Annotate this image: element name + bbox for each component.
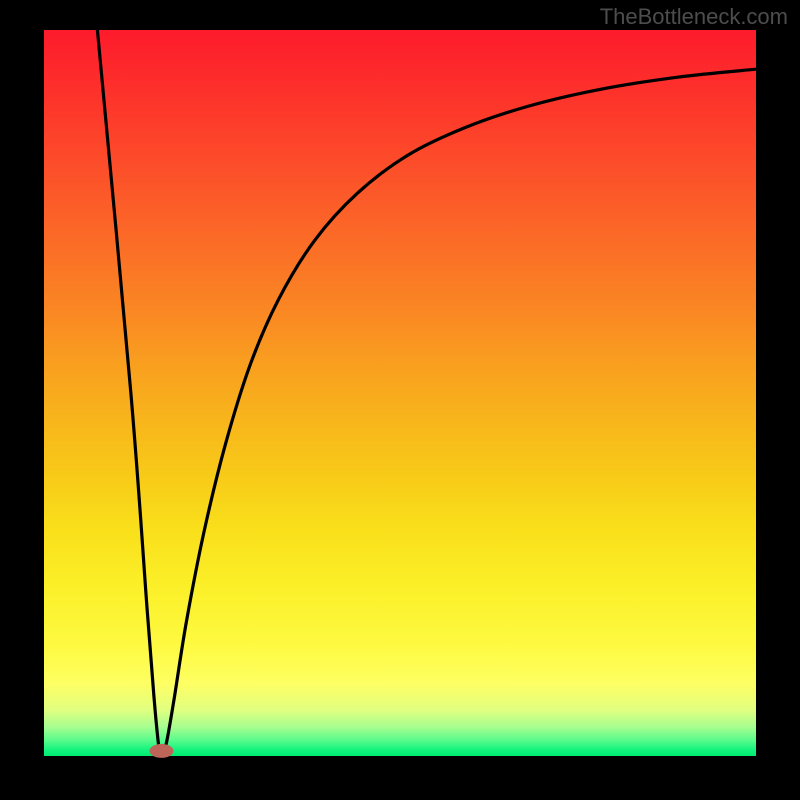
chart-svg [0,0,800,800]
watermark-label: TheBottleneck.com [600,4,788,30]
bottleneck-chart: TheBottleneck.com [0,0,800,800]
